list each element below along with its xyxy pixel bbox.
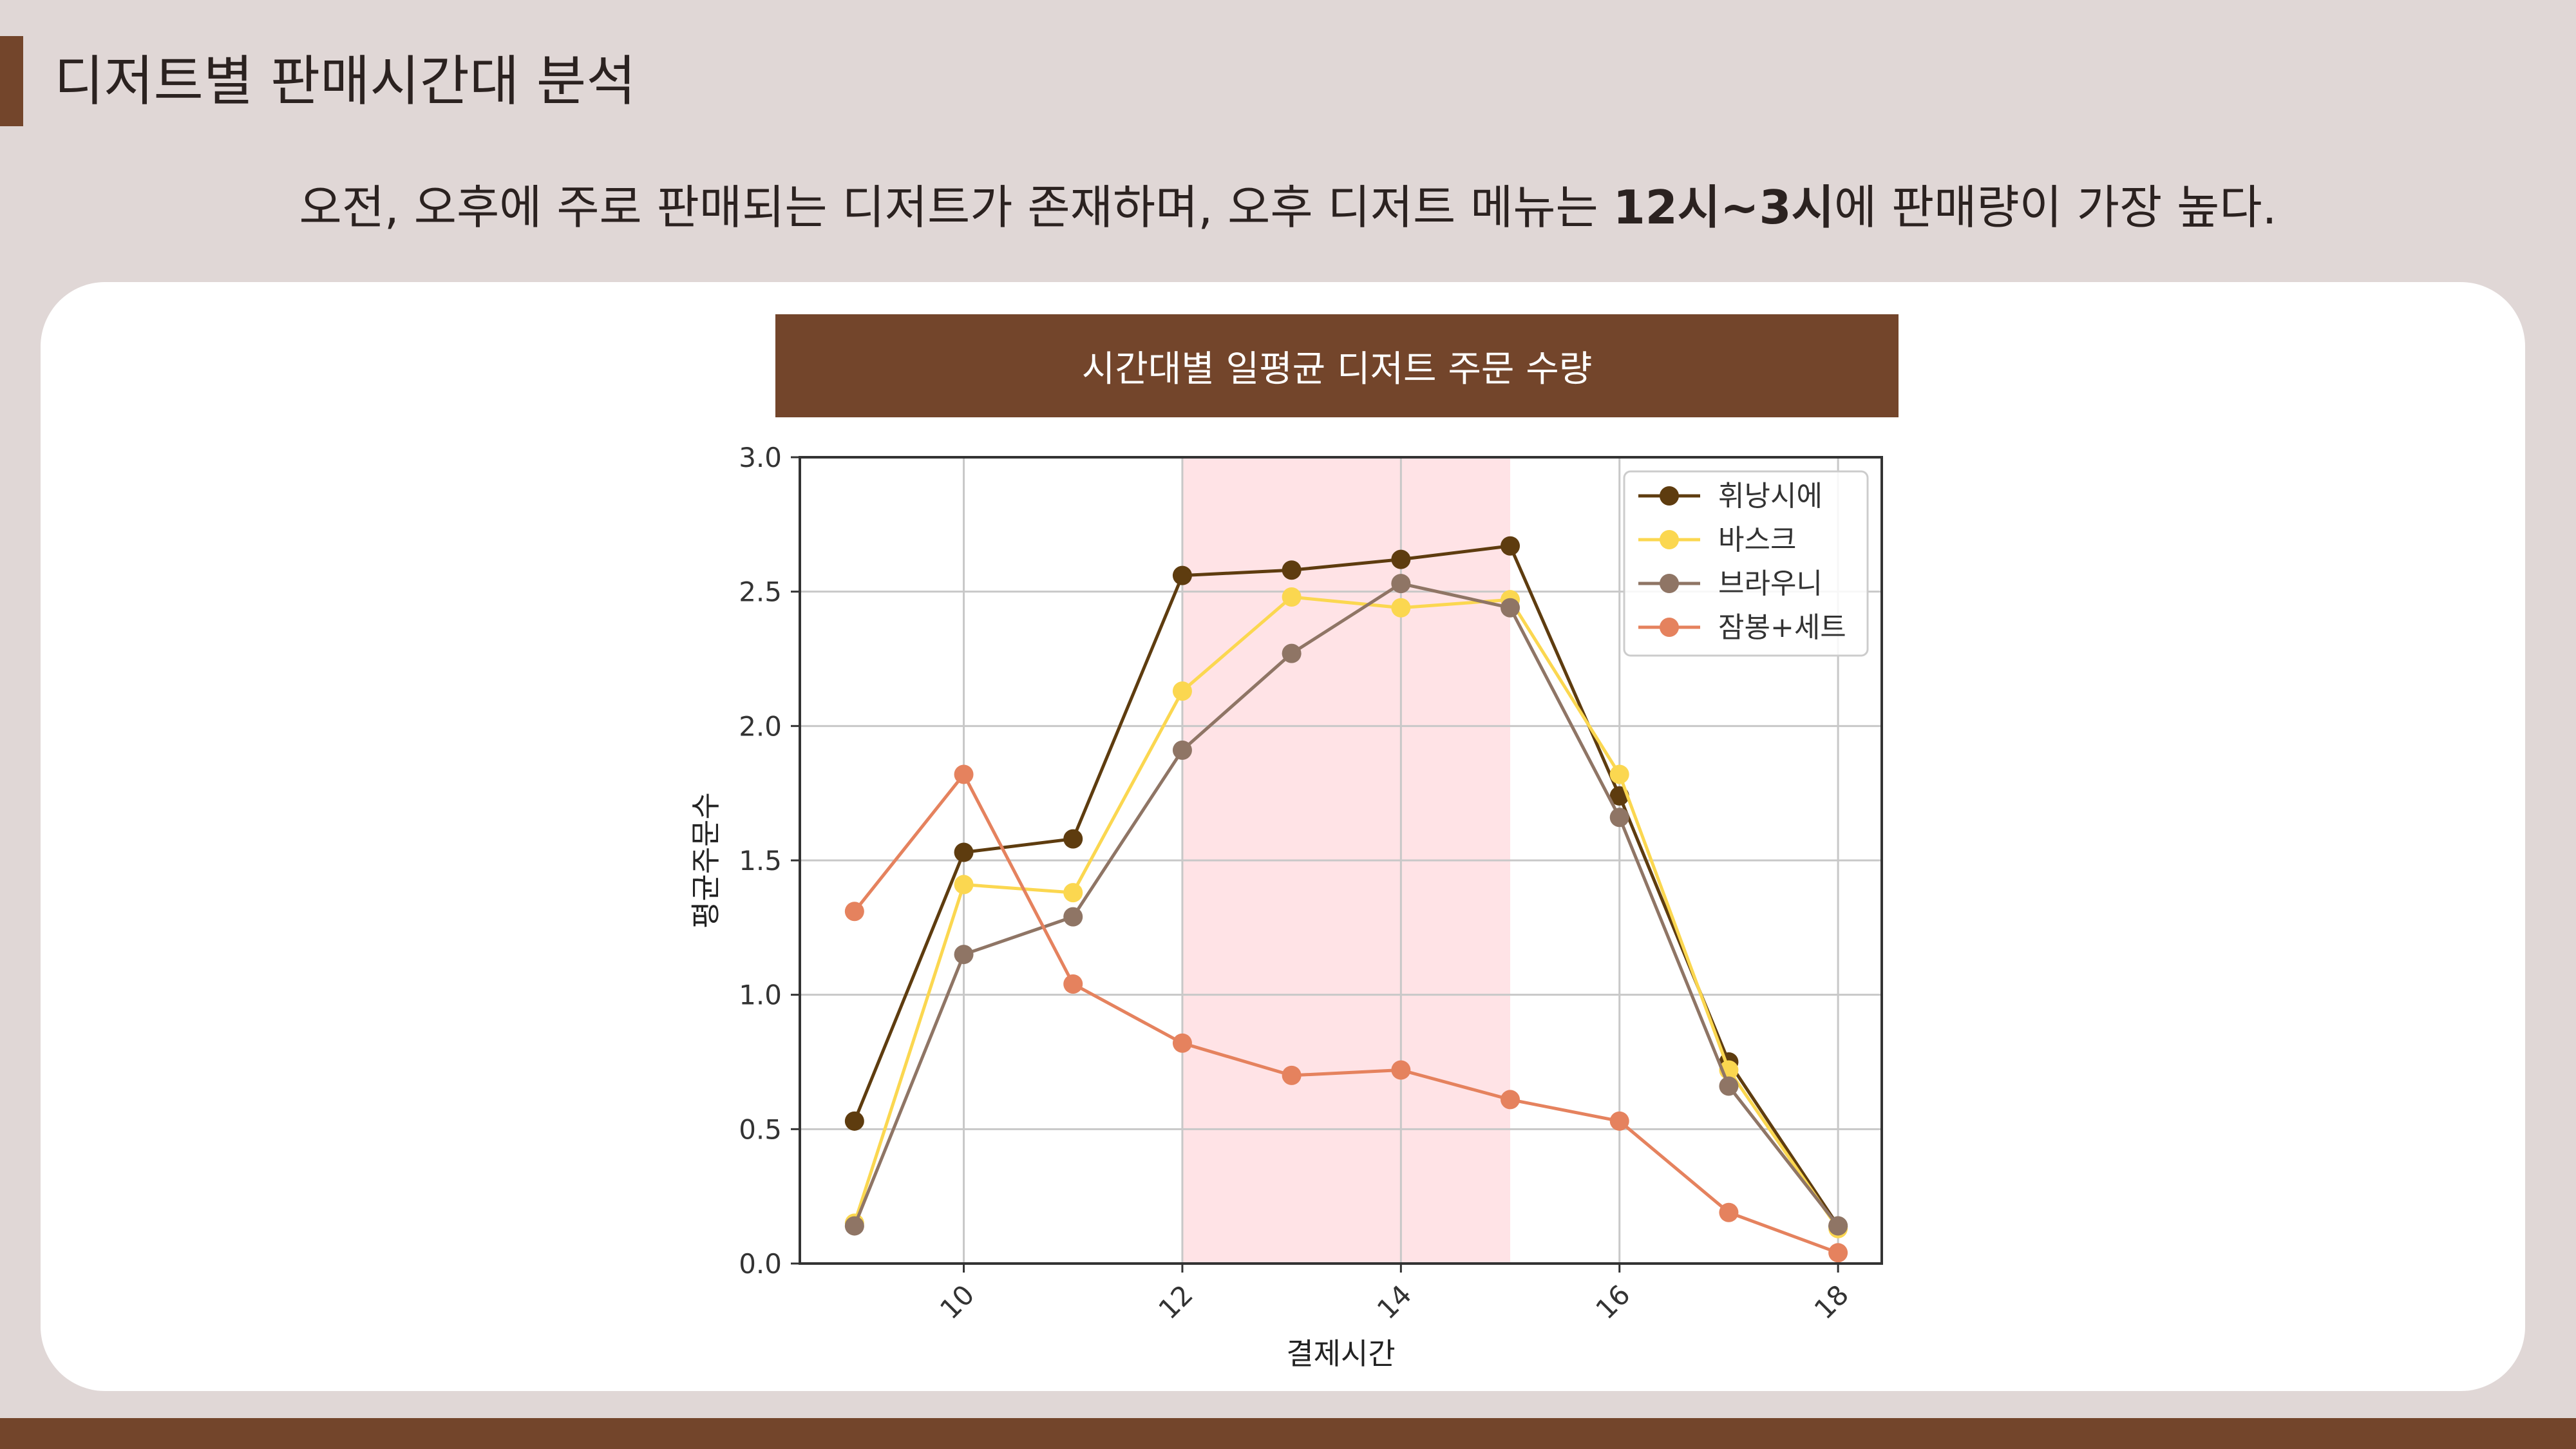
y-tick-label: 2.0	[739, 710, 782, 742]
data-point	[1609, 764, 1629, 784]
data-point	[1172, 740, 1192, 760]
y-tick-label: 1.5	[739, 845, 782, 876]
slide-subtitle: 오전, 오후에 주로 판매되는 디저트가 존재하며, 오후 디저트 메뉴는 12…	[0, 169, 2576, 246]
subtitle-text-pre: 오전, 오후에 주로 판매되는 디저트가 존재하며, 오후 디저트 메뉴는	[299, 180, 1613, 234]
data-point	[1172, 1033, 1192, 1053]
x-tick-label: 12	[1152, 1279, 1198, 1325]
legend-swatch-marker	[1660, 618, 1679, 637]
legend-label: 잠봉+세트	[1718, 611, 1846, 644]
data-point	[1501, 1090, 1520, 1110]
title-accent-bar	[0, 36, 23, 126]
legend-label: 휘낭시에	[1718, 480, 1823, 513]
legend-swatch-marker	[1660, 530, 1679, 549]
x-tick-label: 16	[1589, 1279, 1636, 1325]
footer-bar	[0, 1418, 2576, 1449]
data-point	[1282, 587, 1302, 607]
data-point	[1719, 1202, 1739, 1222]
subtitle-text-post: 에 판매량이 가장 높다.	[1833, 180, 2277, 234]
y-tick-label: 2.5	[739, 576, 782, 608]
y-tick-label: 0.0	[739, 1248, 782, 1280]
x-tick-label: 10	[934, 1279, 980, 1325]
legend-swatch-marker	[1660, 574, 1679, 593]
y-axis-label: 평균주문수	[688, 792, 723, 929]
slide-title: 디저트별 판매시간대 분석	[54, 50, 636, 113]
data-point	[954, 842, 974, 862]
x-tick-label: 18	[1808, 1279, 1855, 1325]
series-line-1	[853, 544, 1840, 1227]
y-tick-label: 3.0	[739, 442, 782, 473]
x-axis-label: 결제시간	[1286, 1336, 1395, 1371]
data-point	[1828, 1243, 1848, 1263]
data-point	[844, 902, 864, 922]
data-point	[1172, 565, 1192, 585]
series-line-3	[853, 582, 1840, 1227]
chart-title-box: 시간대별 일평균 디저트 주문 수량	[775, 314, 1899, 417]
data-point	[1391, 598, 1411, 618]
data-point	[1609, 1111, 1629, 1131]
subtitle-text-bold: 12시~3시	[1613, 180, 1834, 234]
data-point	[1063, 829, 1083, 849]
legend-box	[1623, 470, 1869, 657]
y-tick-label: 1.0	[739, 980, 782, 1011]
series-line-2	[853, 595, 1840, 1230]
data-point	[1719, 1076, 1739, 1096]
data-point	[1282, 560, 1302, 580]
data-point	[1063, 907, 1083, 927]
x-tick-label: 14	[1371, 1279, 1417, 1325]
data-point	[844, 1216, 864, 1236]
data-point	[844, 1111, 864, 1131]
data-point	[1609, 808, 1629, 828]
data-point	[954, 764, 974, 784]
data-point	[1828, 1216, 1848, 1236]
data-point	[954, 945, 974, 965]
data-point	[1501, 598, 1520, 618]
y-tick-label: 0.5	[739, 1113, 782, 1145]
data-point	[1063, 883, 1083, 903]
legend-swatch-marker	[1660, 486, 1679, 506]
data-point	[1391, 549, 1411, 569]
legend-label: 바스크	[1718, 524, 1796, 556]
data-point	[1282, 1065, 1302, 1085]
data-point	[1063, 974, 1083, 994]
data-point	[1282, 643, 1302, 663]
data-point	[1391, 574, 1411, 594]
legend-label: 브라우니	[1718, 567, 1823, 600]
data-point	[954, 875, 974, 895]
data-point	[1501, 536, 1520, 556]
data-point	[1391, 1060, 1411, 1080]
chart-title: 시간대별 일평균 디저트 주문 수량	[1081, 348, 1593, 390]
series-line-4	[853, 771, 1839, 1255]
data-point	[1172, 681, 1192, 701]
